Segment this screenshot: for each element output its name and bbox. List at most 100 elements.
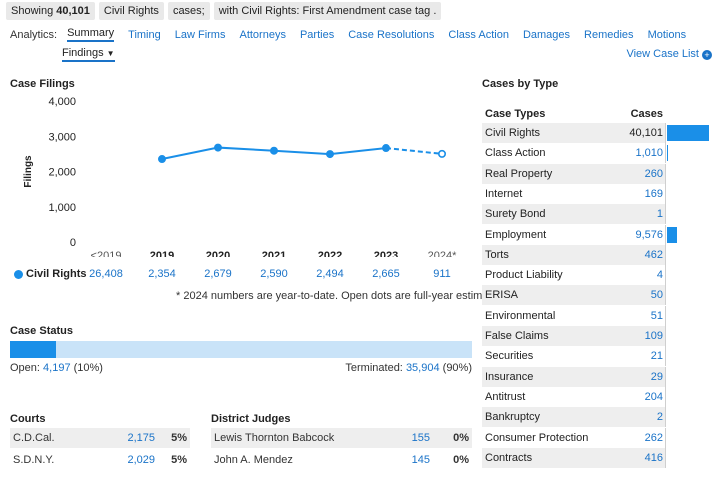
- case-type-count[interactable]: 1: [656, 208, 663, 221]
- case-type-row[interactable]: Class Action 1,010: [482, 143, 710, 164]
- open-label: Open:: [10, 362, 40, 374]
- y-tick-label: 2,000: [48, 167, 76, 179]
- tag-chip[interactable]: with Civil Rights: First Amendment case …: [213, 2, 442, 20]
- x-tick-label: 2019: [150, 250, 174, 257]
- tab-motions[interactable]: Motions: [647, 28, 687, 41]
- value-2022[interactable]: 2,494: [316, 268, 344, 280]
- col-case-types: Case Types: [485, 108, 546, 120]
- case-type-row[interactable]: Bankruptcy 2: [482, 407, 710, 428]
- case-type-row[interactable]: Antitrust 204: [482, 386, 710, 407]
- tab-class-action[interactable]: Class Action: [448, 28, 509, 41]
- case-type-count[interactable]: 462: [644, 248, 663, 261]
- courts-title: Courts: [10, 413, 46, 425]
- case-type-count[interactable]: 9,576: [635, 228, 663, 241]
- case-type-count[interactable]: 109: [644, 330, 663, 342]
- case-type-bar: [667, 125, 709, 141]
- y-tick-label: 1,000: [48, 202, 76, 214]
- case-type-label: Bankruptcy: [485, 411, 541, 424]
- case-type-count[interactable]: 416: [644, 451, 663, 464]
- value-2020[interactable]: 2,679: [204, 268, 232, 280]
- case-type-row[interactable]: Securities 21: [482, 346, 710, 367]
- case-type-count[interactable]: 262: [644, 431, 663, 444]
- judge-pct: 0%: [453, 454, 469, 466]
- row-background: [482, 163, 665, 184]
- case-type-row[interactable]: ERISA 50: [482, 285, 710, 306]
- case-type-row[interactable]: Civil Rights 40,101: [482, 123, 710, 143]
- value-2019[interactable]: 2,354: [148, 268, 176, 280]
- y-tick-label: 0: [70, 237, 76, 249]
- case-type-row[interactable]: Consumer Protection 262: [482, 427, 710, 448]
- tab-law-firms[interactable]: Law Firms: [174, 28, 226, 41]
- tab-parties[interactable]: Parties: [299, 28, 335, 41]
- case-type-row[interactable]: Environmental 51: [482, 305, 710, 326]
- judge-name: John A. Mendez: [214, 454, 293, 466]
- court-count[interactable]: 2,175: [127, 432, 155, 444]
- tab-timing[interactable]: Timing: [128, 28, 161, 41]
- judge-name: Lewis Thornton Babcock: [214, 432, 335, 444]
- judge-count[interactable]: 155: [411, 432, 430, 444]
- showing-label: Showing: [11, 5, 54, 17]
- judge-count[interactable]: 145: [411, 454, 430, 466]
- terminated-label: Terminated:: [345, 362, 403, 374]
- court-pct: 5%: [171, 454, 187, 466]
- case-type-count[interactable]: 4: [656, 269, 663, 282]
- open-count[interactable]: 4,197: [43, 362, 71, 374]
- y-tick-label: 4,000: [48, 96, 76, 108]
- row-background: [482, 204, 665, 225]
- court-count[interactable]: 2,029: [127, 454, 155, 466]
- value-pre2019[interactable]: 26,408: [89, 268, 123, 280]
- tab-attorneys[interactable]: Attorneys: [239, 28, 286, 41]
- case-type-count[interactable]: 2: [656, 411, 663, 424]
- plus-circle-icon: +: [702, 50, 712, 60]
- findings-label: Findings: [62, 47, 104, 59]
- tab-findings[interactable]: Findings ▼: [62, 47, 115, 62]
- bar-axis: [665, 204, 666, 225]
- judge-pct: 0%: [453, 432, 469, 444]
- case-type-count[interactable]: 169: [644, 187, 663, 200]
- court-name: S.D.N.Y.: [13, 454, 55, 466]
- tab-damages[interactable]: Damages: [522, 28, 571, 41]
- case-filings-title: Case Filings: [10, 78, 75, 90]
- tab-remedies[interactable]: Remedies: [584, 28, 634, 41]
- data-point: [214, 143, 223, 152]
- category-chip[interactable]: Civil Rights: [98, 2, 164, 20]
- case-type-count[interactable]: 260: [644, 167, 663, 180]
- case-type-label: Surety Bond: [485, 208, 546, 221]
- bar-axis: [665, 407, 666, 428]
- case-type-count[interactable]: 21: [650, 350, 663, 363]
- estimate-point: [437, 149, 446, 158]
- case-type-count[interactable]: 204: [644, 390, 663, 403]
- case-type-count[interactable]: 29: [650, 370, 663, 383]
- case-type-label: Employment: [485, 228, 547, 241]
- terminated-count[interactable]: 35,904: [405, 362, 440, 374]
- tab-case-resolutions[interactable]: Case Resolutions: [348, 28, 435, 41]
- case-type-row[interactable]: Contracts 416: [482, 447, 710, 468]
- bar-axis: [665, 123, 666, 143]
- case-type-count[interactable]: 50: [650, 289, 663, 302]
- view-case-list-link[interactable]: View Case List +: [626, 48, 712, 60]
- case-type-count[interactable]: 1,010: [635, 147, 663, 160]
- value-2023[interactable]: 2,665: [372, 268, 400, 280]
- case-type-row[interactable]: False Claims 109: [482, 326, 710, 346]
- case-type-row[interactable]: Surety Bond 1: [482, 204, 710, 225]
- value-2024[interactable]: 911: [433, 268, 451, 280]
- case-type-label: Securities: [485, 350, 534, 363]
- series-line-estimate: [385, 147, 443, 155]
- tab-summary[interactable]: Summary: [67, 27, 115, 42]
- case-type-row[interactable]: Employment 9,576: [482, 224, 710, 245]
- bar-axis: [665, 224, 666, 245]
- case-type-label: Environmental: [485, 309, 556, 322]
- status-terminated: Terminated: 35,904 (90%): [345, 362, 472, 374]
- case-type-count[interactable]: 40,101: [629, 127, 663, 139]
- case-type-row[interactable]: Real Property 260: [482, 163, 710, 184]
- case-type-row[interactable]: Insurance 29: [482, 366, 710, 387]
- case-type-row[interactable]: Product Liability 4: [482, 265, 710, 286]
- case-type-row[interactable]: Torts 462: [482, 244, 710, 265]
- value-2021[interactable]: 2,590: [260, 268, 288, 280]
- showing-chip[interactable]: Showing 40,101: [6, 2, 95, 20]
- case-type-row[interactable]: Internet 169: [482, 183, 710, 204]
- x-tick-label: 2022: [318, 250, 342, 257]
- case-type-label: False Claims: [485, 330, 549, 342]
- row-background: [482, 447, 665, 468]
- case-type-count[interactable]: 51: [650, 309, 663, 322]
